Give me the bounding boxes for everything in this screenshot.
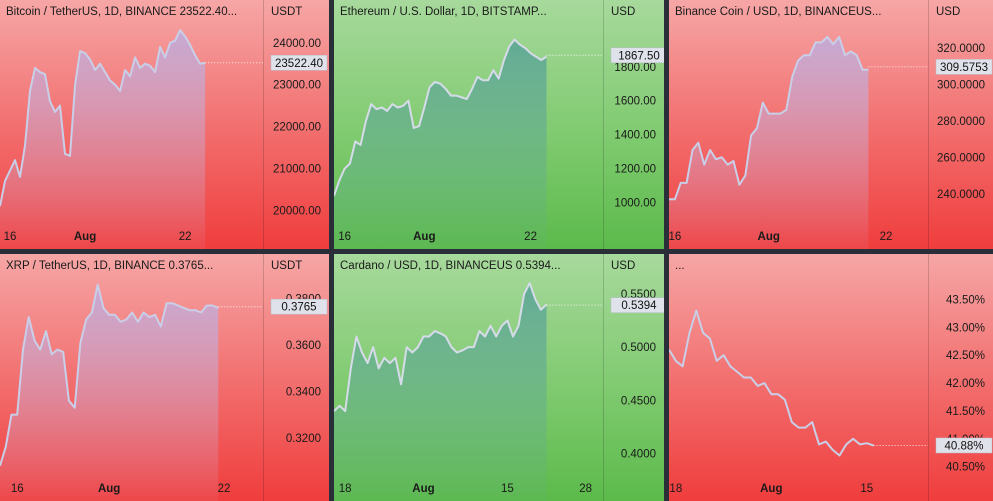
y-tick-label: 40.50%: [946, 462, 985, 474]
last-value-box: [935, 437, 993, 454]
last-value-box: [270, 55, 328, 71]
y-tick-label: 43.50%: [946, 295, 985, 307]
y-tick-label: 21000.00: [273, 164, 321, 176]
x-tick-label: Aug: [412, 483, 434, 495]
x-tick-label: 16: [338, 231, 351, 243]
x-tick-label: Aug: [74, 231, 96, 243]
chart-panel-btc[interactable]: 20000.00 21000.00 22000.00 23000.00 24000.00…: [0, 0, 329, 249]
series-line: [0, 283, 219, 466]
y-tick-label: 0.4000: [621, 449, 656, 461]
x-tick-label: 15: [501, 483, 514, 495]
y-tick-label: 0.3600: [286, 340, 321, 352]
series-line: [0, 29, 206, 207]
x-tick-label: 22: [880, 231, 893, 243]
y-tick-label: 300.0000: [937, 79, 985, 91]
x-tick-label: Aug: [758, 231, 780, 243]
chart-title: Bitcoin / TetherUS, 1D, BINANCE 23522.40…: [6, 6, 238, 18]
series-line: [334, 282, 548, 413]
chart-panel-bnb[interactable]: 240.0000 260.0000 280.0000 300.0000 320.0000…: [669, 0, 993, 249]
x-tick-label: 18: [669, 483, 682, 495]
chart-svg-eth: 1000.00 1200.00 1400.00 1600.00 1800.001867.…: [334, 0, 664, 249]
last-value-label: 0.3765: [281, 302, 316, 314]
y-tick-label: 1200.00: [614, 164, 656, 176]
last-value-box: [935, 59, 993, 75]
chart-title: Binance Coin / USD, 1D, BINANCEUS...: [675, 6, 882, 18]
currency-unit: USD: [611, 260, 636, 272]
chart-panel-xrp[interactable]: 0.32000.34000.36000.38000.376516Aug22XRP…: [0, 254, 329, 501]
x-tick-label: 22: [179, 231, 192, 243]
chart-panel-ada[interactable]: 0.4000 0.4500 0.5000 0.5500 0.5394 18 Aug 15 28 C…: [334, 254, 664, 501]
y-tick-label: 320.0000: [937, 43, 985, 55]
chart-svg-btc: 20000.00 21000.00 22000.00 23000.00 24000.00…: [0, 0, 329, 249]
y-tick-label: 280.0000: [937, 116, 985, 128]
series-area: [669, 36, 869, 249]
x-tick-label: 15: [860, 483, 873, 495]
y-tick-label: 240.0000: [937, 189, 985, 201]
series-line: [334, 38, 548, 197]
y-tick-label: 0.3200: [286, 433, 321, 445]
last-value-label: 23522.40: [275, 58, 323, 70]
chart-title: Ethereum / U.S. Dollar, 1D, BITSTAMP...: [340, 6, 547, 18]
y-tick-label: 1000.00: [614, 198, 656, 210]
series-line: [669, 309, 874, 457]
currency-unit: USDT: [271, 260, 303, 272]
series-area: [334, 283, 547, 501]
x-tick-label: 22: [218, 483, 231, 495]
chart-panel-pct[interactable]: 40.50%41.00%41.50%42.00%42.50%43.00%43.5…: [669, 254, 993, 501]
x-tick-label: 16: [4, 231, 17, 243]
x-tick-label: 28: [579, 483, 592, 495]
x-tick-label: Aug: [98, 483, 120, 495]
last-value-box: [610, 297, 664, 313]
x-tick-label: 16: [11, 483, 24, 495]
x-tick-label: 16: [669, 231, 681, 243]
y-tick-label: 20000.00: [273, 205, 321, 217]
y-tick-label: 260.0000: [937, 152, 985, 164]
chart-svg-pct: 40.50%41.00%41.50%42.00%42.50%43.00%43.5…: [669, 254, 993, 501]
chart-background: [669, 254, 993, 501]
y-tick-label: 41.50%: [946, 406, 985, 418]
series-area: [0, 284, 219, 501]
chart-title: ...: [675, 260, 685, 272]
chart-title: Cardano / USD, 1D, BINANCEUS 0.5394...: [340, 260, 561, 272]
y-tick-label: 0.5000: [621, 342, 656, 354]
x-tick-label: 18: [339, 483, 352, 495]
y-tick-label: 1800.00: [614, 62, 656, 74]
y-tick-label: 1600.00: [614, 96, 656, 108]
y-tick-label: 0.4500: [621, 395, 656, 407]
y-tick-label: 1400.00: [614, 130, 656, 142]
last-value-label: 40.88%: [944, 440, 983, 452]
y-tick-label: 42.00%: [946, 378, 985, 390]
chart-panel-eth[interactable]: 1000.00 1200.00 1400.00 1600.00 1800.00 1867.…: [334, 0, 664, 249]
y-tick-label: 23000.00: [273, 80, 321, 92]
currency-unit: USD: [611, 6, 636, 18]
last-value-box: [270, 298, 328, 315]
chart-svg-bnb: 240.0000 260.0000 280.0000 300.0000 320.0000…: [669, 0, 993, 249]
last-value-label: 0.5394: [621, 300, 657, 312]
last-value-label: 309.5753: [940, 62, 988, 74]
y-tick-label: 22000.00: [273, 122, 321, 134]
series-area: [334, 39, 547, 249]
x-tick-label: 22: [524, 231, 537, 243]
x-tick-label: Aug: [760, 483, 782, 495]
x-tick-label: Aug: [413, 231, 435, 243]
y-tick-label: 43.00%: [946, 322, 985, 334]
y-tick-label: 42.50%: [946, 350, 985, 362]
chart-title: XRP / TetherUS, 1D, BINANCE 0.3765...: [6, 260, 214, 272]
series-area: [0, 30, 206, 249]
y-tick-label: 24000.00: [273, 38, 321, 50]
currency-unit: USDT: [271, 6, 303, 18]
last-value-box: [610, 47, 664, 64]
last-value-label: 1867.50: [618, 50, 660, 62]
y-tick-label: 0.3400: [286, 386, 321, 398]
currency-unit: USD: [936, 6, 961, 18]
series-line: [669, 35, 869, 201]
